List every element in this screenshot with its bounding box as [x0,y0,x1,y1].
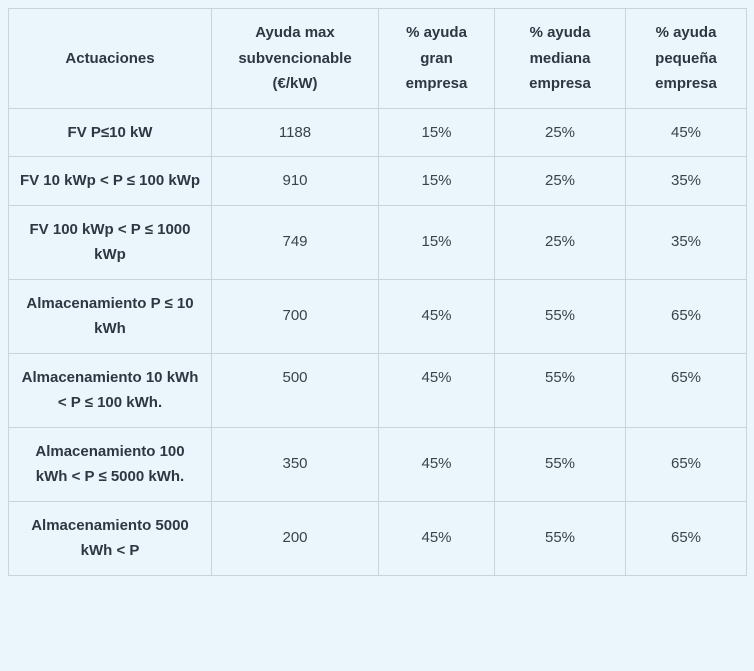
value-cell: 749 [211,204,379,280]
table-row: FV 10 kWp < P ≤ 100 kWp 910 15% 25% 35% [8,156,747,206]
table-row: Almacenamiento P ≤ 10 kWh 700 45% 55% 65… [8,278,747,354]
value-cell: 65% [625,500,747,576]
value-cell: 35% [625,204,747,280]
table-header: Actuaciones Ayuda max subvencionable (€/… [8,8,747,109]
row-label-cell: Almacenamiento 5000 kWh < P [8,500,212,576]
column-header-pequena-empresa: % ayuda pequeña empresa [625,8,747,109]
value-cell: 55% [494,426,626,502]
value-cell: 15% [378,156,495,206]
column-header-gran-empresa: % ayuda gran empresa [378,8,495,109]
subsidy-table: Actuaciones Ayuda max subvencionable (€/… [8,8,747,576]
value-cell: 15% [378,204,495,280]
column-header-ayuda-max: Ayuda max subvencionable (€/kW) [211,8,379,109]
value-cell: 65% [625,426,747,502]
value-cell: 65% [625,278,747,354]
table-row: Almacenamiento 100 kWh < P ≤ 5000 kWh. 3… [8,426,747,502]
value-cell: 700 [211,278,379,354]
value-cell: 910 [211,156,379,206]
value-cell: 500 [211,352,379,428]
value-cell: 25% [494,156,626,206]
table-row: FV P≤10 kW 1188 15% 25% 45% [8,107,747,157]
table-row: Almacenamiento 10 kWh < P ≤ 100 kWh. 500… [8,352,747,428]
value-cell: 55% [494,500,626,576]
value-cell: 25% [494,204,626,280]
row-label-cell: Almacenamiento P ≤ 10 kWh [8,278,212,354]
row-label-cell: FV 100 kWp < P ≤ 1000 kWp [8,204,212,280]
row-label-cell: Almacenamiento 100 kWh < P ≤ 5000 kWh. [8,426,212,502]
table-row: Almacenamiento 5000 kWh < P 200 45% 55% … [8,500,747,576]
table-row: FV 100 kWp < P ≤ 1000 kWp 749 15% 25% 35… [8,204,747,280]
value-cell: 45% [378,278,495,354]
row-label-cell: FV P≤10 kW [8,107,212,157]
row-label-cell: FV 10 kWp < P ≤ 100 kWp [8,156,212,206]
row-label-cell: Almacenamiento 10 kWh < P ≤ 100 kWh. [8,352,212,428]
value-cell: 35% [625,156,747,206]
value-cell: 15% [378,107,495,157]
value-cell: 350 [211,426,379,502]
value-cell: 65% [625,352,747,428]
value-cell: 1188 [211,107,379,157]
value-cell: 45% [378,352,495,428]
value-cell: 55% [494,278,626,354]
value-cell: 45% [625,107,747,157]
value-cell: 200 [211,500,379,576]
column-header-actuaciones: Actuaciones [8,8,212,109]
header-row: Actuaciones Ayuda max subvencionable (€/… [8,8,747,109]
page: Actuaciones Ayuda max subvencionable (€/… [8,8,747,576]
table-body: FV P≤10 kW 1188 15% 25% 45% FV 10 kWp < … [8,107,747,576]
value-cell: 45% [378,426,495,502]
value-cell: 45% [378,500,495,576]
column-header-mediana-empresa: % ayuda mediana empresa [494,8,626,109]
value-cell: 55% [494,352,626,428]
value-cell: 25% [494,107,626,157]
